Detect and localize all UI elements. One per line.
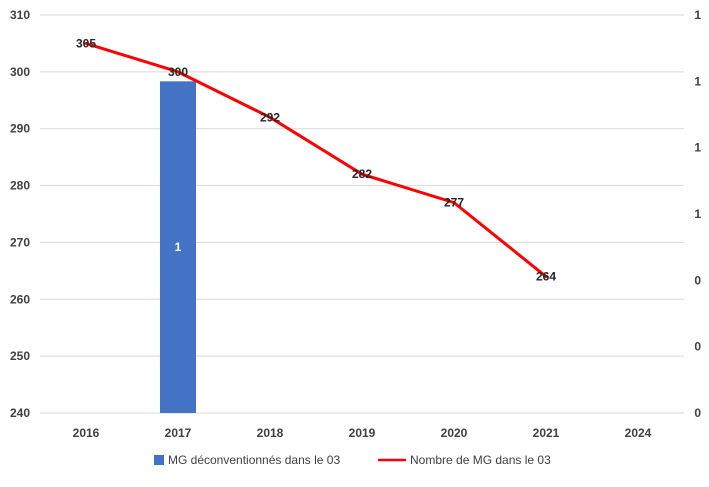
x-axis: 2016 2017 2018 2019 2020 2021 2024: [73, 426, 652, 440]
y-left-tick-label: 310: [10, 8, 30, 22]
y-right-tick-label: 1: [694, 8, 701, 22]
bar-data-label: 1: [175, 240, 182, 254]
x-tick-label: 2018: [257, 426, 284, 440]
y-left-tick-label: 260: [10, 292, 30, 306]
right-axis: 0 0 0 1 1 1 1: [694, 8, 701, 420]
x-tick-label: 2021: [533, 426, 560, 440]
y-left-tick-label: 300: [10, 65, 30, 79]
line-path: [84, 41, 548, 279]
y-right-tick-label: 0: [694, 273, 701, 287]
line-data-label: 305: [76, 36, 96, 50]
line-data-label: 300: [168, 65, 188, 79]
legend: MG déconventionnés dans le 03 Nombre de …: [154, 453, 551, 467]
line-data-label: 292: [260, 110, 280, 124]
x-tick-label: 2017: [165, 426, 192, 440]
y-left-tick-label: 290: [10, 122, 30, 136]
y-right-tick-label: 0: [694, 406, 701, 420]
line-series: [84, 41, 548, 279]
legend-swatch-bar: [154, 455, 164, 465]
gridlines: [40, 14, 684, 414]
bar: [160, 81, 196, 413]
data-labels: 1 305 300 292 282 277 264: [76, 36, 556, 283]
line-data-label: 264: [536, 270, 556, 284]
legend-label-line: Nombre de MG dans le 03: [410, 453, 551, 467]
y-right-tick-label: 0: [694, 340, 701, 354]
line-data-label: 282: [352, 167, 372, 181]
y-left-tick-label: 250: [10, 349, 30, 363]
y-left-tick-label: 280: [10, 179, 30, 193]
left-axis: 240 250 260 270 280 290 300 310: [10, 8, 30, 420]
x-tick-label: 2019: [349, 426, 376, 440]
bar-series: [160, 81, 196, 413]
y-right-tick-label: 1: [694, 207, 701, 221]
x-tick-label: 2020: [441, 426, 468, 440]
legend-label-bar: MG déconventionnés dans le 03: [168, 453, 340, 467]
x-tick-label: 2016: [73, 426, 100, 440]
y-right-tick-label: 1: [694, 74, 701, 88]
y-left-tick-label: 240: [10, 406, 30, 420]
line-data-label: 277: [444, 196, 464, 210]
y-left-tick-label: 270: [10, 235, 30, 249]
x-tick-label: 2024: [625, 426, 652, 440]
y-right-tick-label: 1: [694, 141, 701, 155]
